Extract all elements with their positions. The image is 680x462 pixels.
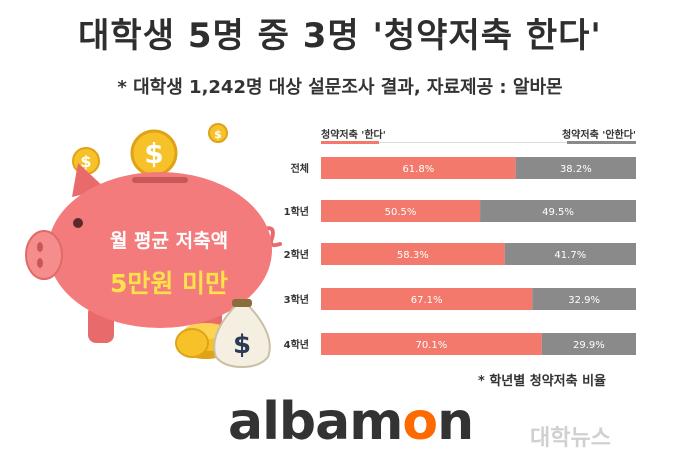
- bar-segment-no: [541, 333, 636, 355]
- bar-segment-yes: [321, 243, 505, 265]
- bar-segment-yes: [321, 288, 533, 310]
- data-label: 58.3%: [397, 250, 429, 261]
- data-label: 50.5%: [385, 207, 417, 218]
- legend-divider-line: [379, 142, 567, 143]
- pig-body: [48, 172, 272, 328]
- svg-text:$: $: [233, 330, 251, 360]
- piggy-bank-illustration: $ $ $ $: [25, 123, 282, 369]
- average-savings-label: 월 평균 저축액: [109, 230, 229, 252]
- bar-segment-yes: [321, 200, 481, 222]
- data-label: 41.7%: [554, 250, 586, 261]
- data-label: 67.1%: [411, 295, 443, 306]
- svg-text:$: $: [144, 137, 163, 170]
- coin-slot: [132, 177, 188, 183]
- pig-snout: [25, 230, 63, 280]
- page-title: 대학생 5명 중 3명 '청약저축 한다': [78, 16, 602, 56]
- data-label: 29.9%: [573, 340, 605, 351]
- bar-segment-no: [504, 243, 636, 265]
- category-label: 전체: [291, 162, 309, 175]
- legend-yes-line: [321, 141, 379, 144]
- coin-icon: $: [130, 129, 178, 177]
- svg-text:$: $: [214, 128, 222, 141]
- average-savings-value: 5만원 미만: [109, 269, 229, 298]
- bar-segment-no: [515, 157, 636, 179]
- money-bag-icon: $: [213, 299, 271, 369]
- category-label: 1학년: [284, 205, 309, 218]
- svg-text:$: $: [80, 152, 91, 171]
- chart-note: * 학년별 청약저축 비율: [478, 374, 607, 389]
- category-label: 3학년: [284, 293, 309, 306]
- data-label: 70.1%: [416, 340, 448, 351]
- data-label: 32.9%: [568, 295, 600, 306]
- bar-segment-yes: [321, 157, 516, 179]
- legend-yes: 청약저축 '한다': [321, 130, 386, 141]
- watermark: 대학뉴스: [530, 426, 611, 451]
- page-subtitle: * 대학생 1,242명 대상 설문조사 결과, 자료제공 : 알바몬: [117, 77, 563, 98]
- data-label: 49.5%: [542, 207, 574, 218]
- category-label: 2학년: [284, 248, 309, 261]
- bar-segment-no: [480, 200, 636, 222]
- pig-eye: [73, 218, 83, 228]
- category-label: 4학년: [284, 338, 309, 351]
- pig-tail: [260, 226, 282, 248]
- bar-segment-no: [532, 288, 636, 310]
- coin-icon: $: [208, 123, 228, 143]
- legend-no: 청약저축 '안한다': [561, 130, 636, 141]
- data-label: 61.8%: [402, 164, 434, 175]
- data-label: 38.2%: [560, 164, 592, 175]
- albamon-logo: albamon: [228, 392, 474, 452]
- legend-no-line: [567, 141, 636, 144]
- bar-segment-yes: [321, 333, 542, 355]
